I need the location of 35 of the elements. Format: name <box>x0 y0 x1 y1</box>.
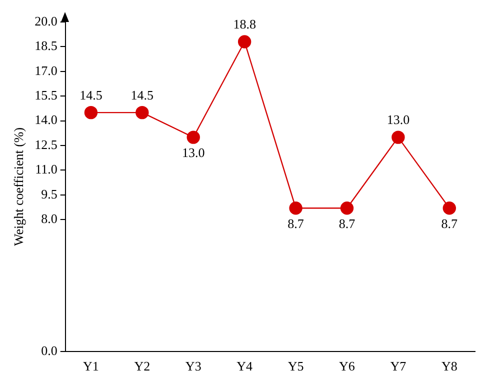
text: 8.0 <box>41 211 58 226</box>
data-label: 13.0 <box>386 112 410 128</box>
x-tick-label: Y5 <box>288 358 304 374</box>
point <box>442 202 456 215</box>
text: 9.5 <box>41 186 58 202</box>
x-tick-label: Y3 <box>185 358 202 374</box>
text: 18.5 <box>34 38 58 54</box>
data-label: 8.7 <box>288 216 304 232</box>
text: 12.5 <box>34 136 58 152</box>
data-label: 18.8 <box>233 16 256 32</box>
x-tick-label: Y7 <box>390 358 407 374</box>
y-axis-title: Weight coefficient (%) <box>11 127 26 246</box>
text: 17.0 <box>34 62 58 78</box>
x-tick-label: Y2 <box>134 358 150 374</box>
point <box>186 130 200 144</box>
data-label: 8.7 <box>338 216 356 232</box>
text: 11.0 <box>35 162 58 177</box>
text: 14.0 <box>34 112 58 128</box>
point <box>84 106 98 120</box>
point <box>289 202 302 215</box>
text: 15.5 <box>34 88 58 103</box>
point <box>238 35 252 48</box>
point <box>136 106 149 120</box>
x-tick-label: Y8 <box>441 358 458 374</box>
text: 0.0 <box>41 342 58 358</box>
data-label: 8.7 <box>441 216 458 232</box>
data-label: 13.0 <box>182 145 205 160</box>
text: 20.0 <box>34 13 58 28</box>
data-label: 14.5 <box>130 88 154 103</box>
x-tick-label: Y1 <box>83 358 99 374</box>
point <box>392 130 405 144</box>
data-label: 14.5 <box>80 88 102 103</box>
x-tick-label: Y6 <box>339 358 356 374</box>
x-tick-label: Y4 <box>236 358 254 374</box>
point <box>340 202 354 215</box>
